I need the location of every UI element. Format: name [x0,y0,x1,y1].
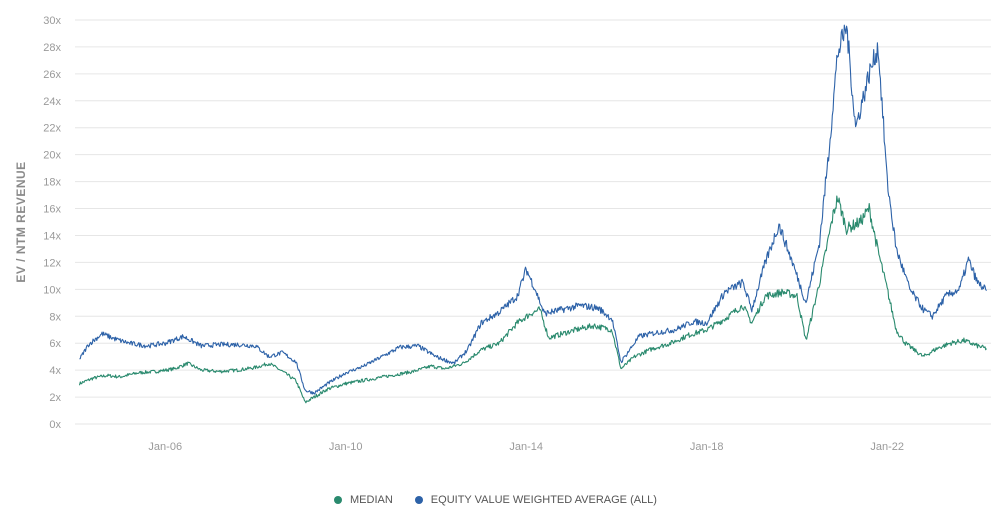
y-tick-label: 18x [43,177,61,189]
x-tick-label: Jan-22 [870,441,904,453]
y-tick-label: 22x [43,123,61,135]
x-axis-ticks: Jan-06 Jan-10 Jan-14 Jan-18 Jan-22 [148,441,904,453]
y-tick-label: 28x [43,42,61,54]
y-tick-label: 30x [43,15,61,27]
y-tick-label: 14x [43,230,61,242]
x-tick-label: Jan-14 [509,441,543,453]
series-lines [78,24,987,404]
x-tick-label: Jan-18 [690,441,724,453]
legend-label-weighted-average: EQUITY VALUE WEIGHTED AVERAGE (ALL) [430,494,657,506]
legend-item-median[interactable]: MEDIAN [334,494,393,506]
y-tick-label: 16x [43,204,61,216]
y-axis-ticks: 0x 2x 4x 6x 8x 10x 12x 14x 16x 18x 20x 22x 24x 26x 28x… [43,15,61,431]
legend: MEDIAN EQUITY VALUE WEIGHTED AVERAGE (AL… [0,494,991,506]
y-axis-title: EV / NTM REVENUE [14,161,28,282]
y-tick-label: 0x [49,419,61,431]
y-tick-label: 10x [43,284,61,296]
y-tick-label: 26x [43,69,61,81]
x-tick-label: Jan-06 [148,441,182,453]
x-tick-label: Jan-10 [329,441,363,453]
y-tick-label: 4x [49,365,61,377]
y-tick-label: 6x [49,338,61,350]
y-tick-label: 12x [43,257,61,269]
gridlines [75,19,991,425]
y-tick-label: 24x [43,96,61,108]
y-tick-label: 20x [43,150,61,162]
median-color-dot [334,496,343,504]
weighted-average-color-dot [414,496,423,504]
y-tick-label: 2x [49,392,61,404]
series-line-median [78,195,987,404]
legend-label-median: MEDIAN [350,494,393,506]
legend-item-weighted-average[interactable]: EQUITY VALUE WEIGHTED AVERAGE (ALL) [414,494,657,506]
line-chart: 0x 2x 4x 6x 8x 10x 12x 14x 16x 18x 20x 22x 24x 26x 28x… [14,15,991,453]
y-tick-label: 8x [49,311,61,323]
series-line-weighted-average [79,24,987,395]
